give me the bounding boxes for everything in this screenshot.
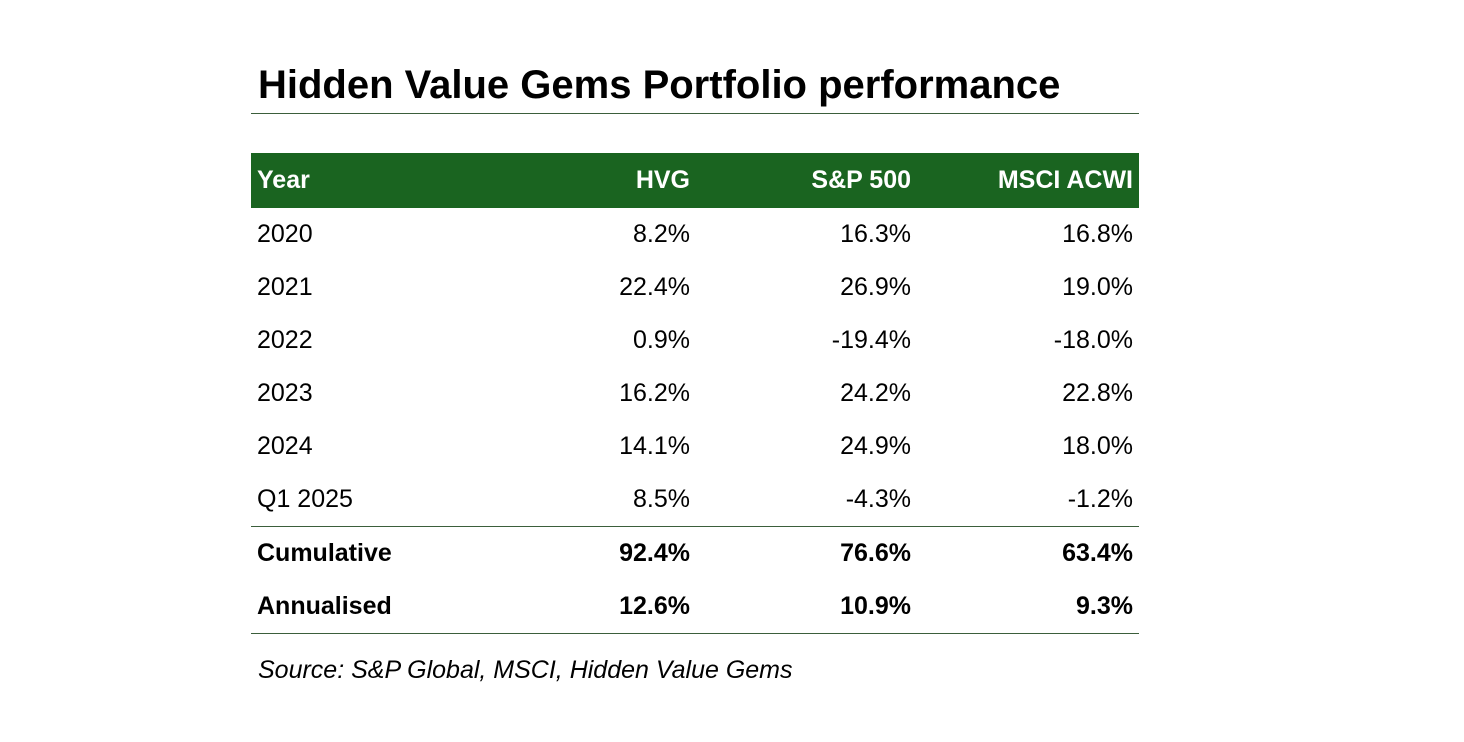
cell-msci-acwi: 22.8% xyxy=(1062,379,1133,407)
cell-msci-acwi: 18.0% xyxy=(1062,432,1133,460)
row-label: 2021 xyxy=(257,273,313,301)
header-sp500: S&P 500 xyxy=(811,166,911,194)
cell-msci-acwi: -1.2% xyxy=(1067,485,1133,513)
source-note: Source: S&P Global, MSCI, Hidden Value G… xyxy=(258,656,793,684)
cell-hvg: 92.4% xyxy=(501,526,696,580)
row-label: 2020 xyxy=(257,220,313,248)
table-row: Q1 2025 8.5% -4.3% -1.2% xyxy=(251,473,1139,527)
row-label: 2024 xyxy=(257,432,313,460)
table-row: 2024 14.1% 24.9% 18.0% xyxy=(251,420,1139,473)
header-hvg: HVG xyxy=(635,166,690,194)
cell-hvg: 0.9% xyxy=(633,326,690,354)
cell-sp500: -19.4% xyxy=(831,326,911,354)
cell-hvg: 8.2% xyxy=(633,220,690,248)
cell-hvg: 14.1% xyxy=(619,432,690,460)
summary-row-cumulative: Cumulative 92.4% 76.6% 63.4% xyxy=(251,526,1139,580)
row-label: Q1 2025 xyxy=(257,485,353,513)
header-msci-acwi: MSCI ACWI xyxy=(997,166,1133,194)
cell-sp500: 26.9% xyxy=(840,273,911,301)
cell-msci-acwi: 16.8% xyxy=(1062,220,1133,248)
row-label: 2023 xyxy=(257,379,313,407)
performance-table: Year HVG S&P 500 MSCI ACWI 2020 8.2% 16.… xyxy=(251,153,1139,634)
header-year: Year xyxy=(257,166,310,194)
cell-hvg: 22.4% xyxy=(619,273,690,301)
cell-sp500: 10.9% xyxy=(696,580,917,634)
cell-hvg: 12.6% xyxy=(501,580,696,634)
cell-msci-acwi: 19.0% xyxy=(1062,273,1133,301)
table-header: Year HVG S&P 500 MSCI ACWI xyxy=(251,153,1139,208)
table-body: 2020 8.2% 16.3% 16.8% 2021 22.4% 26.9% 1… xyxy=(251,208,1139,527)
row-label: Annualised xyxy=(251,580,501,634)
table-row: 2021 22.4% 26.9% 19.0% xyxy=(251,261,1139,314)
header-row: Year HVG S&P 500 MSCI ACWI xyxy=(251,153,1139,208)
row-label: 2022 xyxy=(257,326,313,354)
cell-hvg: 8.5% xyxy=(633,485,690,513)
cell-hvg: 16.2% xyxy=(619,379,690,407)
table-summary: Cumulative 92.4% 76.6% 63.4% Annualised … xyxy=(251,526,1139,634)
table-row: 2023 16.2% 24.2% 22.8% xyxy=(251,367,1139,420)
cell-sp500: 24.9% xyxy=(840,432,911,460)
performance-panel: Hidden Value Gems Portfolio performance … xyxy=(251,60,1139,685)
page-title: Hidden Value Gems Portfolio performance xyxy=(251,60,1139,114)
cell-sp500: 24.2% xyxy=(840,379,911,407)
table-row: 2022 0.9% -19.4% -18.0% xyxy=(251,314,1139,367)
table-row: 2020 8.2% 16.3% 16.8% xyxy=(251,208,1139,261)
summary-row-annualised: Annualised 12.6% 10.9% 9.3% xyxy=(251,580,1139,634)
cell-sp500: 76.6% xyxy=(696,526,917,580)
cell-sp500: -4.3% xyxy=(845,485,911,513)
cell-msci-acwi: 63.4% xyxy=(917,526,1139,580)
cell-msci-acwi: 9.3% xyxy=(917,580,1139,634)
cell-msci-acwi: -18.0% xyxy=(1053,326,1133,354)
cell-sp500: 16.3% xyxy=(840,220,911,248)
row-label: Cumulative xyxy=(251,526,501,580)
